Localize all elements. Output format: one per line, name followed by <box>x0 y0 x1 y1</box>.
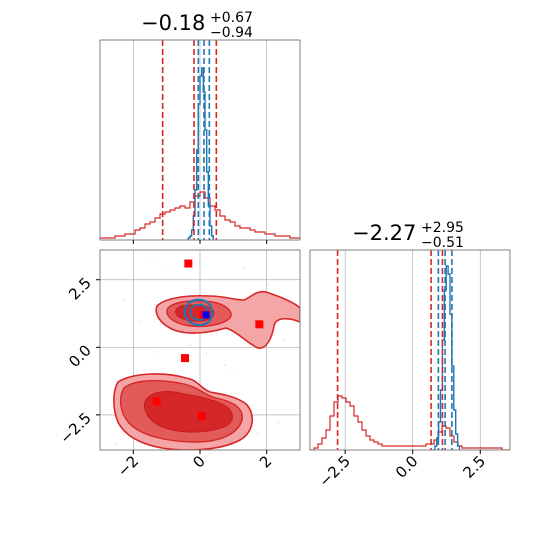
y-tick-label: −2.5 <box>56 409 94 447</box>
p2-frame <box>309 249 511 451</box>
scatter-point <box>277 422 279 424</box>
scatter-point <box>115 443 117 445</box>
p21-scatter-points <box>115 261 286 445</box>
x-tick-label: −2 <box>114 452 142 480</box>
scatter-point <box>151 261 153 263</box>
truth-marker-red <box>255 320 264 329</box>
y-tick-label: 0.0 <box>65 341 95 371</box>
p21-truth-markers <box>152 259 264 421</box>
p2-gridlines <box>344 250 481 450</box>
red-histogram <box>100 191 300 240</box>
p1-gridlines <box>132 40 268 240</box>
y-tick-label: 2.5 <box>65 274 95 304</box>
scatter-point <box>122 299 124 301</box>
truth-marker-red <box>197 412 206 421</box>
p1-x-ticks <box>132 240 268 244</box>
x-tick-label: 0.0 <box>392 452 422 482</box>
p21-blue-contour-outer <box>183 298 214 327</box>
scatter-point <box>242 267 244 269</box>
panel-p2-marginal: −2.5 0.0 2.5 −2.27 +2.95 −0.51 <box>309 220 511 491</box>
p21-y-ticks: −2.5 0.0 2.5 <box>56 274 100 447</box>
x-tick-label: 2.5 <box>459 452 489 482</box>
panel-p1-marginal: −0.18 +0.67 −0.94 <box>99 10 301 244</box>
p2-title-main: −2.27 <box>352 221 416 245</box>
p2-title-sup: +2.95 <box>421 220 464 236</box>
scatter-point <box>167 269 169 271</box>
p2-x-ticks: −2.5 0.0 2.5 <box>315 450 489 491</box>
scatter-point <box>224 364 226 366</box>
panel-p21-joint: −2 0 2 −2.5 0.0 2.5 <box>56 249 301 480</box>
red-histogram <box>310 395 510 450</box>
scatter-point <box>205 352 207 354</box>
scatter-point <box>284 339 286 341</box>
truth-marker-red <box>152 397 161 406</box>
scatter-point <box>267 284 269 286</box>
p21-x-ticks: −2 0 2 <box>114 450 275 480</box>
blue-histogram <box>433 265 461 450</box>
scatter-point <box>231 371 233 373</box>
x-tick-label: −2.5 <box>315 452 353 490</box>
p2-title-sub: −0.51 <box>421 235 464 251</box>
x-tick-label: 2 <box>256 452 275 471</box>
truth-marker-blue <box>202 311 210 319</box>
p1-title-main: −0.18 <box>141 11 205 35</box>
truth-marker-red <box>181 354 189 363</box>
truth-marker-red <box>184 259 193 268</box>
scatter-point <box>157 351 159 353</box>
x-tick-label: 0 <box>189 452 208 471</box>
scatter-point <box>138 321 140 323</box>
scatter-point <box>189 344 191 346</box>
p21-lower-contour-inner <box>143 391 233 433</box>
scatter-point <box>257 432 259 434</box>
p1-title-sub: −0.94 <box>210 25 253 41</box>
p1-title-sup: +0.67 <box>210 10 253 26</box>
